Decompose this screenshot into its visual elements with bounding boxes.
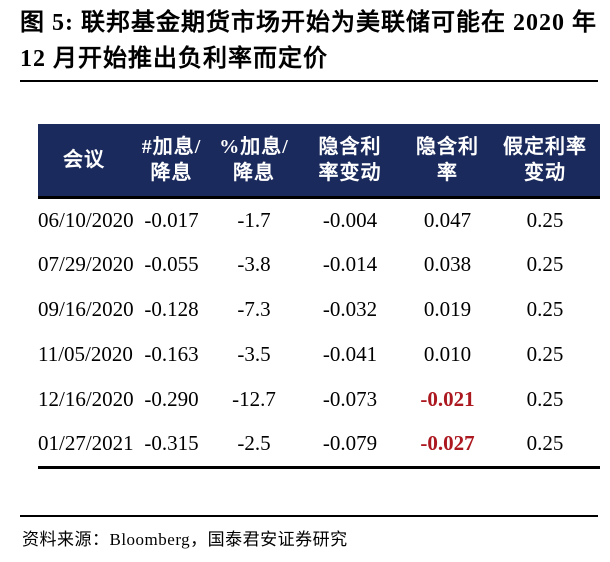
cell-num-hikes-cuts: -0.017 — [144, 207, 199, 232]
cell-implied-rate-change: -0.004 — [322, 207, 378, 232]
cell-implied-rate-change: -0.041 — [322, 342, 378, 366]
cell-num-hikes-cuts: -0.055 — [144, 252, 199, 276]
cell-meeting-date: 01/27/2021 — [38, 431, 134, 456]
cell-implied-rate: 0.038 — [423, 252, 472, 276]
header-implied-rate: 隐含利 率 — [405, 124, 490, 199]
table-row: 09/16/2020 -0.128 -7.3 -0.032 0.019 0.25 — [38, 287, 600, 332]
table-row: 06/10/2020 -0.017 -1.7 -0.004 0.047 0.25 — [38, 197, 600, 242]
header-meeting: 会议 — [38, 124, 130, 199]
cell-implied-rate-change: -0.073 — [322, 387, 378, 411]
fed-funds-futures-table: 会议 #加息/ 降息 %加息/ 降息 隐含利 率变动 隐含利 率 — [38, 124, 600, 469]
table-row: 01/27/2021 -0.315 -2.5 -0.079 -0.027 0.2… — [38, 422, 600, 467]
cell-pct-hikes-cuts: -3.5 — [237, 342, 271, 366]
cell-assumed-rate-change: 0.25 — [526, 207, 564, 232]
header-pct-hikes-cuts-line2: 降息 — [233, 161, 275, 184]
figure-title: 图 5: 联邦基金期货市场开始为美联储可能在 2020 年 12 月开始推出负利… — [20, 5, 598, 82]
source-divider-rule: 资料来源：Bloomberg，国泰君安证券研究 — [20, 514, 598, 550]
table-row: 12/16/2020 -0.290 -12.7 -0.073 -0.021 0.… — [38, 377, 600, 422]
header-num-hikes-cuts-line1: #加息/ — [141, 135, 202, 158]
header-implied-rate-change: 隐含利 率变动 — [295, 124, 405, 199]
cell-pct-hikes-cuts: -3.8 — [237, 252, 271, 276]
cell-pct-hikes-cuts: -7.3 — [237, 297, 271, 321]
header-implied-rate-change-line1: 隐含利 — [318, 135, 382, 158]
cell-implied-rate-negative: -0.027 — [420, 431, 475, 456]
cell-meeting-date: 12/16/2020 — [38, 387, 134, 411]
cell-pct-hikes-cuts: -12.7 — [232, 387, 276, 411]
header-num-hikes-cuts: #加息/ 降息 — [130, 124, 213, 199]
report-figure-page: 图 5: 联邦基金期货市场开始为美联储可能在 2020 年 12 月开始推出负利… — [0, 5, 610, 562]
table-header-row: 会议 #加息/ 降息 %加息/ 降息 隐含利 率变动 隐含利 率 — [38, 124, 600, 199]
cell-meeting-date: 11/05/2020 — [38, 342, 133, 366]
cell-implied-rate: 0.047 — [423, 207, 472, 232]
header-meeting-line1: 会议 — [63, 148, 105, 171]
cell-implied-rate-change: -0.032 — [322, 297, 378, 321]
header-implied-rate-line1: 隐含利 — [416, 135, 479, 158]
cell-assumed-rate-change: 0.25 — [526, 342, 564, 366]
header-pct-hikes-cuts: %加息/ 降息 — [213, 124, 295, 199]
cell-implied-rate-negative: -0.021 — [420, 387, 475, 411]
header-assumed-rate-change-line2: 变动 — [524, 161, 566, 184]
cell-assumed-rate-change: 0.25 — [526, 297, 564, 321]
cell-assumed-rate-change: 0.25 — [526, 252, 564, 276]
cell-meeting-date: 09/16/2020 — [38, 297, 134, 321]
cell-num-hikes-cuts: -0.290 — [144, 387, 199, 411]
cell-num-hikes-cuts: -0.128 — [144, 297, 199, 321]
header-implied-rate-line2: 率 — [437, 161, 458, 184]
header-num-hikes-cuts-line2: 降息 — [150, 161, 193, 184]
header-implied-rate-change-line2: 率变动 — [318, 161, 382, 184]
data-source-note: 资料来源：Bloomberg，国泰君安证券研究 — [22, 529, 348, 549]
header-assumed-rate-change: 假定利率 变动 — [490, 124, 600, 199]
cell-assumed-rate-change: 0.25 — [526, 387, 564, 411]
cell-pct-hikes-cuts: -1.7 — [237, 207, 271, 232]
cell-meeting-date: 06/10/2020 — [38, 207, 134, 232]
figure-title-line-2: 12 月开始推出负利率而定价 — [20, 46, 328, 72]
cell-pct-hikes-cuts: -2.5 — [237, 431, 271, 456]
cell-num-hikes-cuts: -0.163 — [144, 342, 199, 366]
cell-meeting-date: 07/29/2020 — [38, 252, 134, 276]
cell-implied-rate-change: -0.079 — [322, 431, 378, 456]
figure-title-line-1: 图 5: 联邦基金期货市场开始为美联储可能在 2020 年 — [20, 10, 597, 36]
header-pct-hikes-cuts-line1: %加息/ — [219, 135, 289, 158]
cell-num-hikes-cuts: -0.315 — [144, 431, 199, 456]
table-row: 11/05/2020 -0.163 -3.5 -0.041 0.010 0.25 — [38, 332, 600, 377]
cell-implied-rate-change: -0.014 — [322, 252, 378, 276]
header-assumed-rate-change-line1: 假定利率 — [503, 135, 587, 158]
cell-assumed-rate-change: 0.25 — [526, 431, 564, 456]
cell-implied-rate: 0.010 — [423, 342, 472, 366]
table-row: 07/29/2020 -0.055 -3.8 -0.014 0.038 0.25 — [38, 242, 600, 287]
cell-implied-rate: 0.019 — [423, 297, 472, 321]
